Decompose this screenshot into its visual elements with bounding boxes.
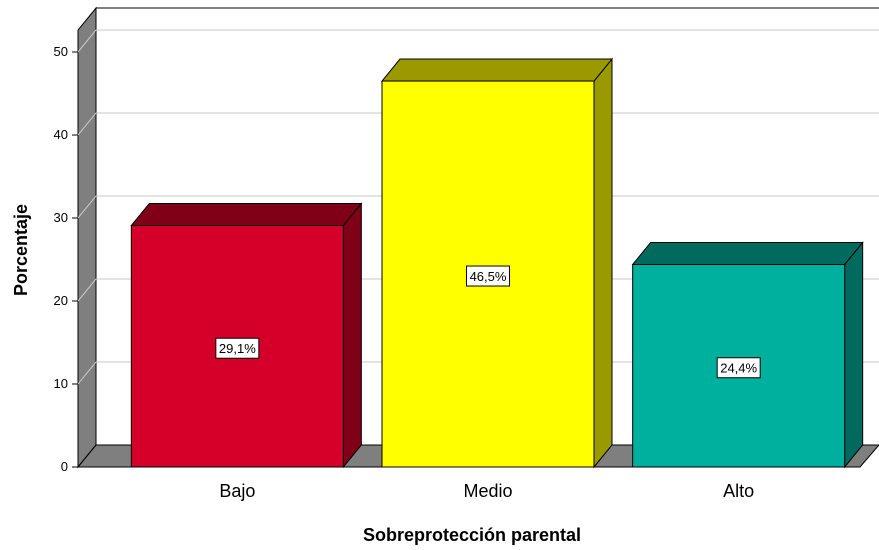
bar-top: [380, 58, 614, 82]
bar-alto: [631, 241, 864, 469]
y-tick-label: 20: [54, 293, 68, 308]
category-label: Medio: [463, 481, 512, 501]
y-tick-label: 10: [54, 376, 68, 391]
y-tick-label: 30: [54, 210, 68, 225]
data-label: 24,4%: [720, 361, 757, 376]
gridline-side: [77, 195, 97, 219]
bar-side: [593, 57, 613, 469]
gridline-side: [77, 278, 97, 302]
bar-side: [844, 241, 864, 469]
x-axis-categories: Bajo Medio Alto: [219, 481, 754, 501]
data-label: 29,1%: [219, 341, 256, 356]
y-tick-label: 50: [54, 44, 68, 59]
category-label: Alto: [723, 481, 754, 501]
data-label: 46,5%: [470, 269, 507, 284]
bar-side: [342, 202, 362, 469]
y-axis-title: Porcentaje: [11, 204, 31, 296]
bar-bajo: [130, 202, 363, 469]
y-axis-ticks: 0 10 20 30 40 50: [54, 44, 78, 474]
left-wall: [77, 6, 97, 469]
gridline-side: [77, 112, 97, 136]
y-tick-label: 0: [61, 459, 68, 474]
data-label-box: [466, 265, 510, 287]
category-label: Bajo: [219, 481, 255, 501]
x-axis-title: Sobreprotección parental: [363, 525, 581, 545]
data-label-box: [215, 337, 260, 359]
y-tick-label: 40: [54, 127, 68, 142]
bars: [130, 57, 864, 469]
data-label-box: [716, 357, 761, 379]
gridline-side: [77, 29, 97, 53]
data-labels: 29,1% 46,5% 24,4%: [215, 265, 761, 379]
bar-medio: [380, 57, 614, 469]
gridline-side: [77, 361, 97, 385]
bar-top: [631, 241, 864, 265]
bar-top: [130, 202, 363, 226]
